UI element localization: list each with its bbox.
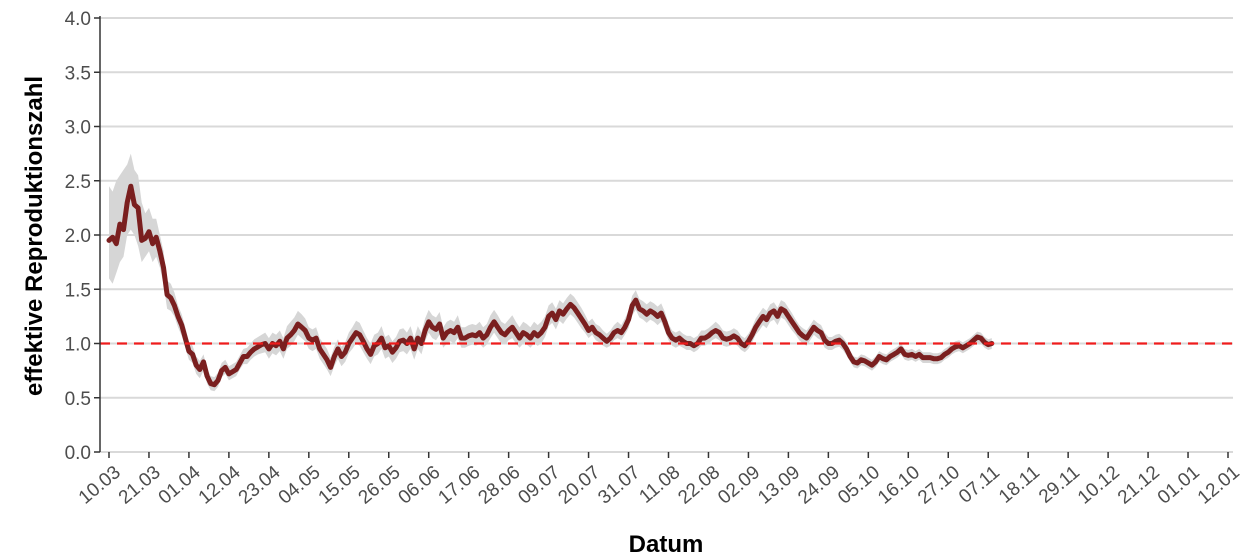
x-tick-label: 10.12 bbox=[1074, 462, 1124, 509]
x-tick-label: 04.05 bbox=[275, 462, 325, 509]
x-tick-label: 12.01 bbox=[1194, 462, 1244, 509]
x-tick-label: 21.12 bbox=[1114, 462, 1164, 509]
x-tick-label: 18.11 bbox=[995, 462, 1044, 508]
y-tick-label: 1.0 bbox=[65, 335, 91, 356]
x-tick-label: 09.07 bbox=[514, 462, 564, 509]
x-tick-label: 26.05 bbox=[355, 462, 405, 509]
x-tick-label: 05.10 bbox=[834, 462, 884, 509]
x-tick-label: 12.04 bbox=[195, 462, 245, 509]
y-axis-ticks: 0.0 0.5 1.0 1.5 2.0 2.5 3.0 3.5 4.0 bbox=[65, 9, 100, 464]
x-tick-label: 29.11 bbox=[1035, 462, 1084, 508]
x-tick-label: 06.06 bbox=[395, 462, 445, 509]
x-tick-label: 15.05 bbox=[315, 462, 365, 509]
y-tick-label: 3.5 bbox=[65, 63, 91, 84]
x-tick-label: 23.04 bbox=[235, 462, 285, 509]
x-tick-label: 31.07 bbox=[594, 462, 644, 509]
y-tick-label: 0.5 bbox=[65, 389, 91, 410]
y-tick-label: 0.0 bbox=[65, 443, 91, 464]
x-tick-label: 07.11 bbox=[955, 462, 1004, 508]
x-tick-label: 02.09 bbox=[714, 462, 764, 509]
x-tick-label: 24.09 bbox=[794, 462, 844, 509]
x-tick-label: 21.03 bbox=[115, 462, 165, 509]
x-tick-label: 13.09 bbox=[754, 462, 804, 509]
y-tick-label: 4.0 bbox=[65, 9, 91, 30]
x-axis-title: Datum bbox=[629, 531, 704, 558]
y-tick-label: 1.5 bbox=[65, 280, 91, 301]
x-tick-label: 17.06 bbox=[435, 462, 485, 509]
x-tick-label: 27.10 bbox=[914, 462, 964, 509]
x-tick-label: 20.07 bbox=[554, 462, 604, 509]
y-tick-label: 3.0 bbox=[65, 118, 91, 139]
x-axis-ticks: 10.0321.0301.0412.0423.0404.0515.0526.05… bbox=[75, 452, 1244, 509]
r-value-line bbox=[106, 183, 995, 388]
x-tick-label: 28.06 bbox=[474, 462, 524, 509]
x-tick-label: 22.08 bbox=[674, 462, 724, 509]
x-tick-label: 16.10 bbox=[874, 462, 924, 509]
x-tick-label: 11.08 bbox=[635, 462, 684, 508]
gridlines bbox=[100, 17, 1233, 453]
x-tick-label: 10.03 bbox=[75, 462, 125, 509]
x-tick-label: 01.04 bbox=[155, 462, 205, 509]
y-tick-label: 2.5 bbox=[65, 172, 91, 193]
x-tick-label: 01.01 bbox=[1154, 462, 1204, 509]
y-axis-title: effektive Reproduktionszahl bbox=[21, 76, 48, 396]
y-tick-label: 2.0 bbox=[65, 226, 91, 247]
